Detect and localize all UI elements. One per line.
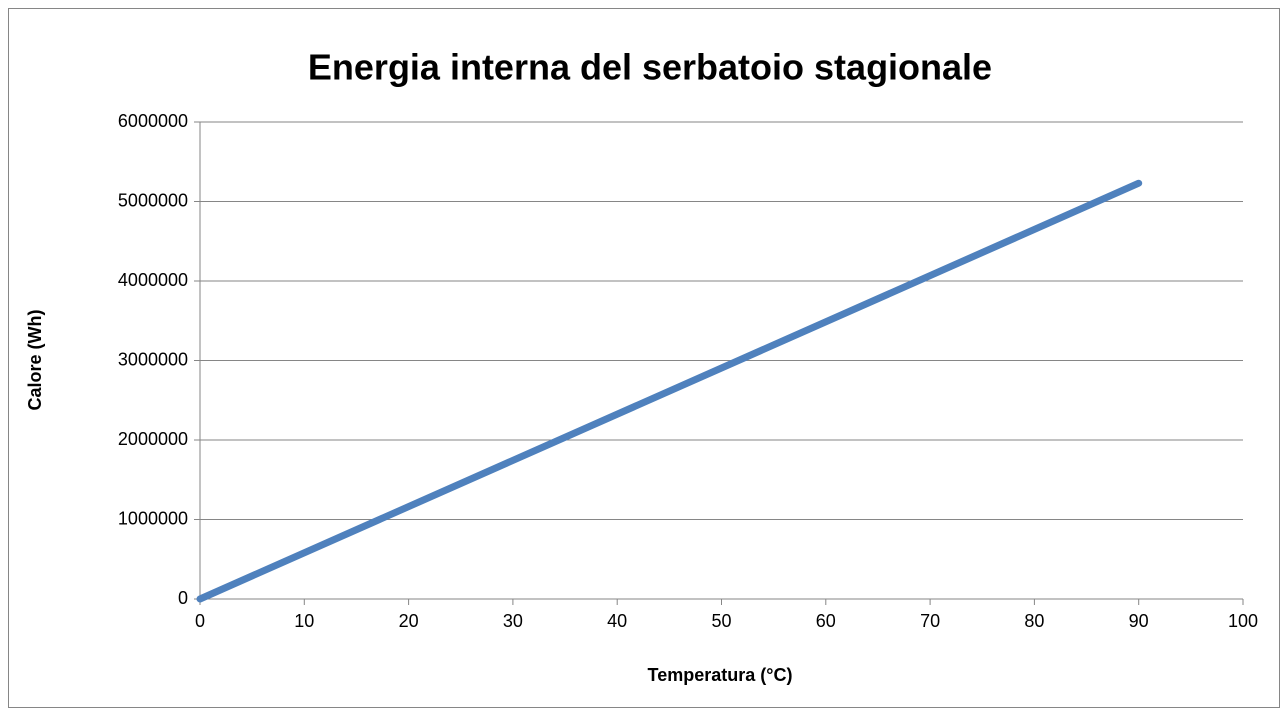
- x-tick-label: 0: [195, 611, 205, 631]
- y-tick-label: 1000000: [118, 508, 188, 528]
- x-tick-label: 70: [920, 611, 940, 631]
- x-tick-label: 10: [294, 611, 314, 631]
- y-tick-label: 5000000: [118, 190, 188, 210]
- x-tick-label: 100: [1228, 611, 1258, 631]
- x-tick-label: 30: [503, 611, 523, 631]
- y-tick-label: 2000000: [118, 429, 188, 449]
- chart-title: Energia interna del serbatoio stagionale: [308, 47, 992, 88]
- y-tick-label: 3000000: [118, 349, 188, 369]
- data-line: [196, 179, 1143, 603]
- chart-border: [8, 8, 1280, 708]
- x-axis-label: Temperatura (°C): [648, 665, 793, 685]
- x-tick-label: 60: [816, 611, 836, 631]
- x-tick-label: 50: [711, 611, 731, 631]
- y-tick-label: 4000000: [118, 270, 188, 290]
- x-tick-label: 80: [1024, 611, 1044, 631]
- y-axis-label: Calore (Wh): [25, 309, 45, 410]
- x-tick-label: 20: [399, 611, 419, 631]
- y-tick-label: 0: [178, 588, 188, 608]
- y-tick-label: 6000000: [118, 111, 188, 131]
- x-tick-label: 90: [1129, 611, 1149, 631]
- x-tick-label: 40: [607, 611, 627, 631]
